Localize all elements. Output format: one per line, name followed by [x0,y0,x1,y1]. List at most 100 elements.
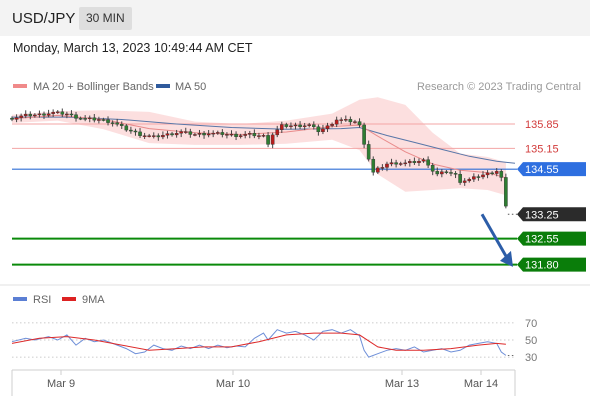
candle-body [279,124,284,130]
candle-body [440,171,444,175]
candle-body [174,133,179,136]
candle-body [37,113,42,116]
candle-body [161,135,165,138]
candle-body [376,167,380,173]
chart-header: USD/JPY 30 MIN [0,0,590,36]
candle-body [206,133,211,136]
time-tick-label: Mar 9 [47,378,75,390]
time-tick-label: Mar 10 [216,378,250,390]
candle-body [78,118,83,120]
price-label-134.55: 134.55 [525,164,559,176]
candle-body [234,133,238,137]
candle-body [33,114,37,117]
candle-body [330,124,334,126]
candle-body [389,162,394,165]
candle-body [362,124,366,145]
candle-body [430,165,435,172]
candle-body [124,125,129,131]
candle-body [312,124,316,127]
rsi-tick-30: 30 [525,352,537,364]
candle-body [69,113,74,116]
candle-body [188,131,193,135]
candle-body [19,115,23,118]
forecast-arrow-head [500,250,513,267]
price-label-133.25: 133.25 [525,209,559,221]
candle-body [211,132,216,135]
candle-body [238,135,243,137]
candle-body [170,133,174,136]
rsi-panel: 30 50 70 [11,318,537,364]
candle-body [412,161,417,163]
candle-body [344,119,348,121]
candle-body [229,133,234,136]
candle-body [339,119,344,121]
candle-body [266,135,270,145]
candle-body [183,131,188,133]
price-tag-support [517,231,586,246]
candle-body [257,135,261,137]
candle-body [275,129,280,136]
bollinger-band-area [12,97,506,196]
candle-body [499,171,504,178]
candle-body [42,113,46,116]
candle-body [371,158,376,173]
candle-body [14,117,19,120]
candle-body [348,119,353,123]
candle-body [106,119,110,123]
price-panel: 135.85 135.15 134.55 133.25 132.55 131.80 [10,97,586,272]
legend-label-ma50: MA 50 [175,81,206,93]
credit-label: Research © 2023 Trading Central [417,81,581,93]
legend-swatch-9ma [62,297,76,301]
candle-body [481,174,485,178]
candle-body [87,117,92,120]
legend-swatch-ma20-bb [13,84,27,88]
forecast-arrow-shaft [480,213,509,259]
candle-body [302,125,307,127]
candle-body [133,130,138,133]
candle-body [28,113,33,117]
candle-body [462,180,467,183]
candle-body [380,167,385,169]
candle-body [215,132,220,134]
candle-body [51,111,55,114]
candle-body [325,125,330,129]
legend-swatch-ma50 [156,84,170,88]
price-label-135.15: 135.15 [525,143,559,155]
candle-body [307,124,312,126]
candle-body [156,135,161,138]
candle-body [65,113,69,116]
candle-body [444,171,449,173]
candle-body [10,117,14,120]
candle-body [494,171,499,174]
candle-body [449,172,453,174]
candle-body [298,124,302,127]
candle-body [421,159,426,162]
candle-body [97,119,101,121]
price-label-131.80: 131.80 [525,260,559,272]
candle-body [193,134,197,136]
candle-body [74,114,78,119]
candle-body [398,163,403,165]
symbol-label: USD/JPY [12,10,76,27]
candle-body [138,131,142,136]
candle-body [23,113,28,117]
price-tag-support [517,257,586,272]
candle-body [467,178,472,182]
timeframe-button[interactable]: 30 MIN [79,7,132,30]
rsi-ma9-line [11,332,506,351]
candle-body [284,124,289,127]
candle-body [115,122,119,125]
legend-label-9ma: 9MA [82,294,105,306]
legend-label-ma20-bb: MA 20 + Bollinger Bands [33,81,154,93]
candle-body [353,121,357,123]
candle-body [490,172,494,175]
candle-body [129,129,133,132]
candle-body [408,161,412,164]
candle-body [151,135,156,137]
candle-body [289,125,293,127]
candle-body [179,131,183,134]
candle-body [119,123,124,126]
candle-body [165,133,170,136]
rsi-tick-70: 70 [525,318,537,330]
